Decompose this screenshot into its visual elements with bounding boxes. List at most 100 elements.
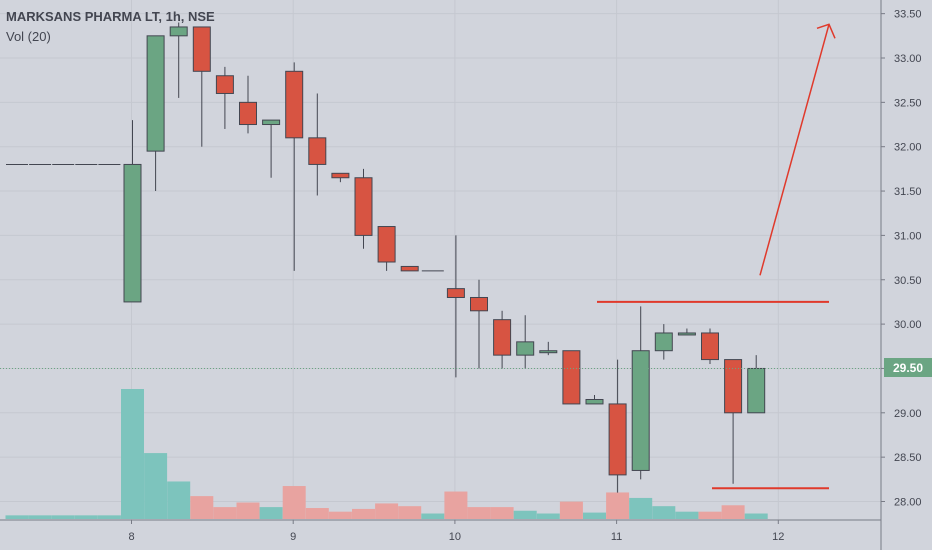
candle[interactable] <box>493 310 512 369</box>
x-tick-label: 11 <box>611 531 622 543</box>
volume-bar <box>74 515 98 519</box>
volume-bar <box>51 515 75 519</box>
volume-bar <box>167 481 191 519</box>
candle-body <box>377 226 396 263</box>
y-tick-label: 33.00 <box>894 53 922 65</box>
candle-body <box>446 288 465 298</box>
volume-bar <box>606 492 630 519</box>
candle[interactable] <box>677 328 696 336</box>
volume-bar <box>121 389 144 519</box>
candle[interactable] <box>724 359 743 484</box>
candle[interactable] <box>608 359 627 493</box>
volume-bar <box>513 510 537 519</box>
candle[interactable] <box>192 26 211 147</box>
target-arrow-shaft[interactable] <box>759 24 830 276</box>
candle-body <box>239 101 257 126</box>
volume-bar <box>490 507 514 519</box>
volume-bar <box>559 501 583 519</box>
candle[interactable] <box>215 66 234 129</box>
drawings[interactable] <box>0 23 881 490</box>
candle-body <box>654 332 673 352</box>
volume-bar <box>97 515 121 519</box>
volume-bar <box>213 507 237 519</box>
y-tick-label: 32.50 <box>894 97 922 109</box>
x-tick-label: 9 <box>290 531 296 543</box>
candle[interactable] <box>169 22 188 98</box>
volume-bar <box>721 505 745 519</box>
candle-body <box>285 70 304 139</box>
candle[interactable] <box>654 324 673 360</box>
candle-body <box>562 350 581 405</box>
candle[interactable] <box>146 35 165 192</box>
volume-bar <box>444 491 468 519</box>
candle[interactable] <box>262 119 281 178</box>
candle-body <box>400 265 419 272</box>
candle-body <box>169 26 188 37</box>
volume-bar <box>375 503 399 519</box>
volume-bar <box>352 508 375 519</box>
last-price-box <box>884 358 932 377</box>
candle[interactable] <box>239 75 257 134</box>
target-arrow-head[interactable] <box>816 23 836 39</box>
candle-body <box>724 359 743 414</box>
volume-bar <box>744 513 768 519</box>
volume-bar <box>675 511 699 519</box>
time-axis[interactable]: 8 9 10 11 12 <box>128 520 784 543</box>
candle-body <box>516 341 535 356</box>
candle[interactable] <box>354 168 373 249</box>
candle[interactable] <box>400 265 419 272</box>
candle[interactable] <box>331 172 350 183</box>
candle-body <box>677 332 696 336</box>
candle[interactable] <box>631 306 650 480</box>
candle-body <box>747 367 766 414</box>
candle-body <box>215 75 234 94</box>
candle-body <box>146 35 165 152</box>
volume-bar <box>190 496 214 519</box>
symbol-title: MARKSANS PHARMA LT, 1h, NSE <box>6 9 215 24</box>
volume-bar <box>398 506 422 519</box>
volume-bar <box>259 507 283 519</box>
candles[interactable] <box>6 22 766 493</box>
volume-bar <box>583 512 606 519</box>
candle-body <box>262 119 281 126</box>
y-tick-label: 33.50 <box>894 9 922 21</box>
volume-bar <box>305 508 329 519</box>
candle-body <box>701 332 719 361</box>
volume-indicator-label: Vol (20) <box>6 29 51 44</box>
y-tick-label: 30.00 <box>894 319 922 331</box>
candle[interactable] <box>377 226 396 271</box>
candle-body <box>354 177 373 236</box>
y-tick-label: 31.00 <box>894 230 922 242</box>
y-tick-label: 29.00 <box>894 408 922 420</box>
x-tick-label: 12 <box>772 531 784 543</box>
volume-bar <box>28 515 52 519</box>
candle-body <box>308 137 327 165</box>
candle[interactable] <box>539 341 558 356</box>
candle[interactable] <box>562 350 581 405</box>
volume-bar <box>652 506 676 519</box>
candle[interactable] <box>701 328 719 365</box>
x-tick-label: 8 <box>128 531 134 543</box>
volume-bar <box>5 515 29 519</box>
candle-body <box>493 319 512 356</box>
candle[interactable] <box>470 279 488 369</box>
candle-body <box>608 403 627 476</box>
chart-legend: MARKSANS PHARMA LT, 1h, NSE Vol (20) <box>6 7 215 47</box>
candle-body <box>192 26 211 72</box>
volume-bar <box>698 511 722 519</box>
volume-bar <box>421 513 445 519</box>
candle[interactable] <box>446 235 465 378</box>
candle[interactable] <box>308 93 327 196</box>
candle[interactable] <box>516 315 535 369</box>
volume-bar <box>536 513 560 519</box>
candle[interactable] <box>285 62 304 271</box>
volume-bar <box>282 486 306 519</box>
volume-bar <box>467 507 491 519</box>
volume-bar <box>629 497 653 519</box>
candle[interactable] <box>123 120 142 303</box>
last-price-marker: 29.50 <box>884 358 932 377</box>
candle[interactable] <box>585 395 604 405</box>
candle-body <box>331 172 350 179</box>
